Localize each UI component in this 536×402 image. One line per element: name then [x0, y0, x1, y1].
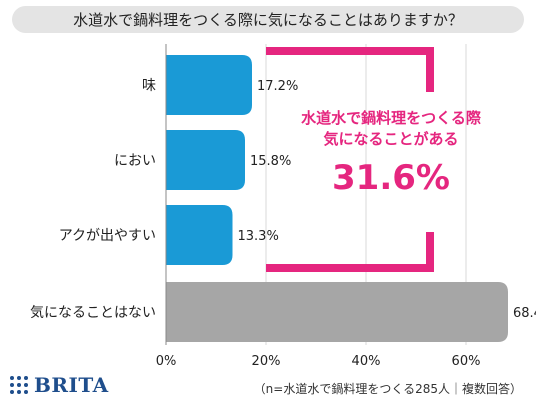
bar [166, 130, 245, 190]
x-tick-label: 0% [156, 354, 177, 369]
x-tick-label: 40% [352, 354, 381, 369]
bar [166, 282, 508, 342]
callout-line-2: 気になることがある [323, 130, 459, 148]
x-tick-label: 20% [252, 354, 281, 369]
data-label: 15.8% [250, 154, 291, 169]
bar [166, 55, 252, 115]
x-tick-label: 60% [452, 354, 481, 369]
brand-name: BRITA [34, 373, 109, 397]
sample-note: （n=水道水で鍋料理をつくる285人｜複数回答） [253, 382, 522, 396]
callout-bracket-bottom [266, 232, 434, 272]
callout-line-1: 水道水で鍋料理をつくる際 [301, 109, 481, 127]
bar [166, 205, 233, 265]
category-label: 気になることはない [30, 305, 156, 321]
callout-bracket-top [266, 47, 434, 92]
callout-box: 水道水で鍋料理をつくる際 気になることがある 31.6% [280, 108, 502, 200]
data-label: 68.4% [513, 306, 536, 321]
category-label: 味 [142, 78, 156, 94]
chart-title: 水道水で鍋料理をつくる際に気になることはありますか？ [73, 11, 463, 29]
brita-logo: BRITA [8, 373, 109, 397]
category-label: アクが出やすい [59, 228, 156, 244]
data-label: 17.2% [257, 79, 298, 94]
callout-value: 31.6% [332, 158, 450, 198]
data-label: 13.3% [238, 229, 279, 244]
droplet-grid-icon [10, 376, 28, 394]
category-label: におい [114, 153, 156, 169]
chart-title-box: 水道水で鍋料理をつくる際に気になることはありますか？ [12, 6, 524, 33]
